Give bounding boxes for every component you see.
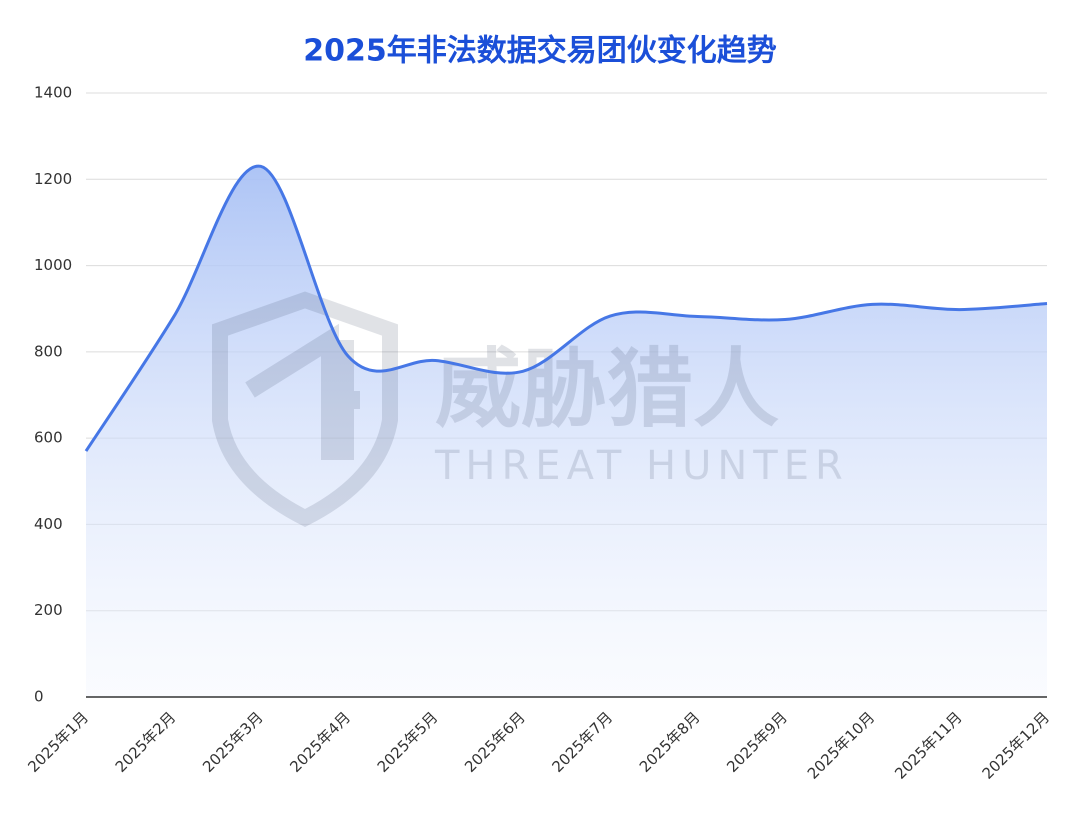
y-tick-label: 1400 bbox=[34, 84, 72, 102]
x-tick-label: 2025年8月 bbox=[636, 708, 704, 776]
x-tick-label: 2025年7月 bbox=[549, 708, 617, 776]
y-tick-label: 1200 bbox=[34, 170, 72, 188]
watermark-cn: 威胁猎人 bbox=[435, 339, 779, 439]
x-tick-label: 2025年1月 bbox=[24, 708, 92, 776]
y-tick-label: 1000 bbox=[34, 256, 72, 274]
y-tick-label: 800 bbox=[34, 342, 63, 360]
y-tick-label: 600 bbox=[34, 429, 63, 447]
x-tick-label: 2025年5月 bbox=[374, 708, 442, 776]
area-fill bbox=[86, 166, 1047, 698]
x-tick-label: 2025年12月 bbox=[979, 708, 1053, 782]
y-tick-label: 200 bbox=[34, 601, 63, 619]
y-tick-label: 0 bbox=[34, 688, 44, 706]
x-tick-label: 2025年11月 bbox=[891, 708, 965, 782]
x-tick-label: 2025年6月 bbox=[461, 708, 529, 776]
x-tick-label: 2025年2月 bbox=[112, 708, 180, 776]
watermark-en: THREAT HUNTER bbox=[434, 443, 849, 489]
watermark: 威胁猎人 THREAT HUNTER bbox=[212, 291, 849, 527]
x-tick-label: 2025年10月 bbox=[804, 708, 878, 782]
x-tick-label: 2025年4月 bbox=[286, 708, 354, 776]
x-tick-label: 2025年9月 bbox=[723, 708, 791, 776]
y-tick-label: 400 bbox=[34, 515, 63, 533]
line bbox=[84, 164, 1048, 452]
x-tick-label: 2025年3月 bbox=[199, 708, 267, 776]
chart-title: 2025年非法数据交易团伙变化趋势 bbox=[303, 34, 777, 69]
